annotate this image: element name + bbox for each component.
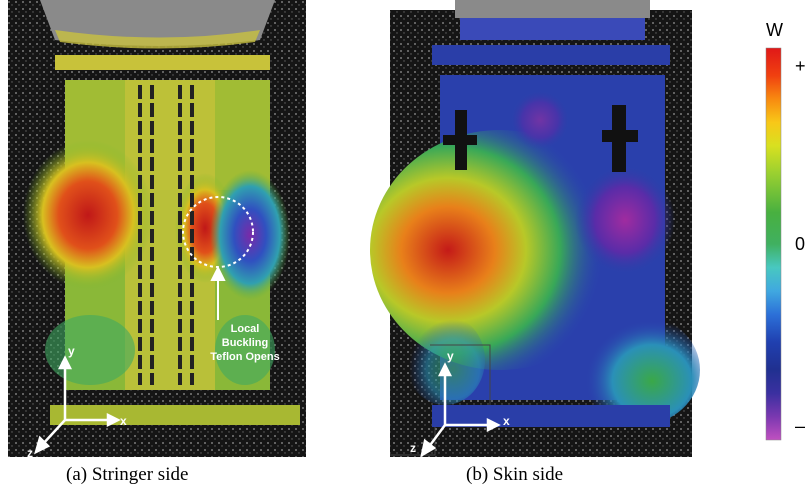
axis-label: y [447,349,454,363]
colorbar-label: – [795,416,805,436]
panel-b: y x z (b) Skin side [370,0,700,485]
colorbar-label: + [795,56,806,76]
bottom-band [432,405,670,427]
axis-label: x [120,414,127,428]
axis-label: y [68,344,75,358]
colorbar-label: 0 [795,234,805,254]
contour [45,315,135,385]
annotation: Local [231,323,260,335]
annotation: Teflon Opens [210,351,279,363]
colorbar: W + 0 – [766,20,806,440]
grip [455,0,650,18]
colorbar-title: W [766,20,783,40]
axis-label: z [27,446,33,460]
axis-label: z [410,441,416,455]
panel-a: Local Buckling Teflon Opens y x z (a) St… [8,0,306,485]
contour [510,90,570,150]
axis-label: x [503,414,510,428]
caption: (b) Skin side [466,464,563,485]
bottom-band [50,405,300,425]
top-band [432,45,670,65]
contour [575,165,675,275]
colorbar-scale [766,48,781,440]
grip-band [460,18,645,40]
figure: Local Buckling Teflon Opens y x z (a) St… [0,0,806,490]
contour [23,140,153,290]
caption: (a) Stringer side [66,464,188,485]
annotation: Buckling [222,337,268,349]
top-band [55,55,270,70]
